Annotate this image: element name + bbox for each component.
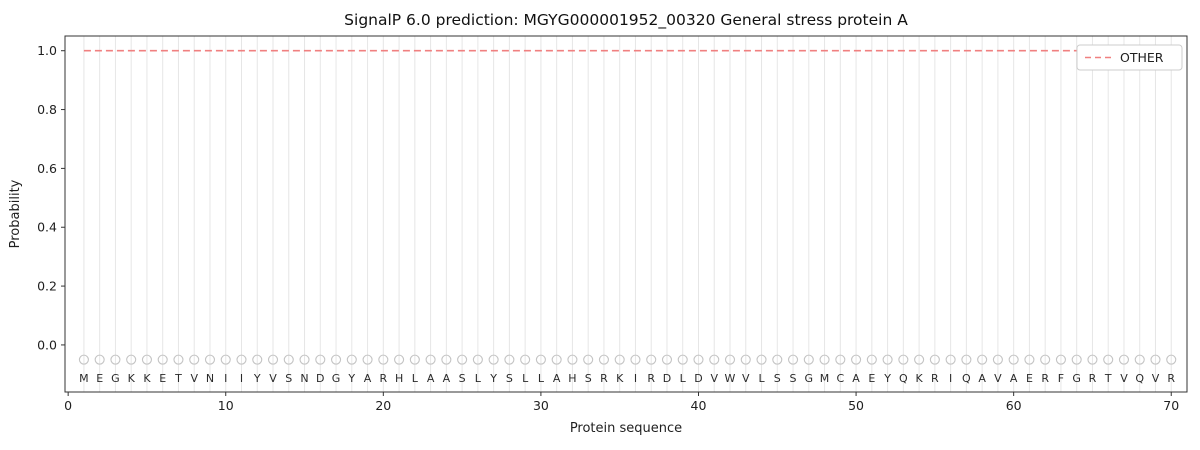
svg-text:L: L: [522, 372, 529, 385]
legend: OTHER: [1076, 44, 1183, 71]
svg-text:R: R: [1167, 372, 1175, 385]
legend-box: [1076, 44, 1183, 71]
svg-text:A: A: [852, 372, 860, 385]
svg-text:E: E: [96, 372, 103, 385]
svg-text:A: A: [364, 372, 372, 385]
svg-text:30: 30: [533, 398, 549, 413]
chart-title: SignalP 6.0 prediction: MGYG000001952_00…: [344, 11, 908, 30]
svg-text:R: R: [931, 372, 939, 385]
svg-text:F: F: [1058, 372, 1064, 385]
svg-text:I: I: [224, 372, 227, 385]
svg-text:S: S: [585, 372, 592, 385]
svg-text:E: E: [1026, 372, 1033, 385]
y-axis-label: Probability: [8, 179, 23, 248]
svg-text:N: N: [300, 372, 308, 385]
svg-text:S: S: [459, 372, 466, 385]
svg-text:L: L: [680, 372, 687, 385]
svg-text:L: L: [475, 372, 482, 385]
gridlines: [83, 36, 1172, 392]
svg-text:G: G: [111, 372, 120, 385]
svg-text:C: C: [836, 372, 844, 385]
svg-text:A: A: [427, 372, 435, 385]
svg-text:K: K: [143, 372, 151, 385]
svg-text:V: V: [994, 372, 1002, 385]
svg-text:I: I: [634, 372, 637, 385]
svg-text:E: E: [159, 372, 166, 385]
svg-text:1.0: 1.0: [37, 43, 57, 58]
svg-text:Q: Q: [1135, 372, 1144, 385]
svg-text:W: W: [725, 372, 736, 385]
svg-text:0: 0: [64, 398, 72, 413]
svg-text:A: A: [978, 372, 986, 385]
svg-text:Y: Y: [347, 372, 355, 385]
svg-text:R: R: [600, 372, 608, 385]
svg-text:Q: Q: [899, 372, 908, 385]
svg-text:N: N: [206, 372, 214, 385]
svg-text:R: R: [1089, 372, 1097, 385]
svg-text:M: M: [820, 372, 830, 385]
residue-markers: [78, 354, 1177, 365]
plot-border: [64, 35, 1188, 393]
svg-text:G: G: [805, 372, 814, 385]
legend-label: OTHER: [1120, 50, 1164, 65]
svg-text:D: D: [694, 372, 702, 385]
svg-text:Y: Y: [489, 372, 497, 385]
svg-text:I: I: [949, 372, 952, 385]
svg-text:V: V: [710, 372, 718, 385]
svg-text:0.0: 0.0: [37, 337, 57, 352]
svg-text:R: R: [647, 372, 655, 385]
svg-text:S: S: [774, 372, 781, 385]
svg-text:0.8: 0.8: [37, 102, 57, 117]
svg-text:G: G: [332, 372, 341, 385]
svg-text:50: 50: [848, 398, 864, 413]
svg-text:M: M: [79, 372, 89, 385]
svg-text:V: V: [1120, 372, 1128, 385]
svg-text:D: D: [316, 372, 324, 385]
svg-text:I: I: [240, 372, 243, 385]
svg-text:10: 10: [218, 398, 234, 413]
svg-text:L: L: [538, 372, 545, 385]
svg-text:R: R: [379, 372, 387, 385]
svg-text:V: V: [742, 372, 750, 385]
svg-text:V: V: [269, 372, 277, 385]
svg-text:40: 40: [691, 398, 707, 413]
svg-text:Q: Q: [962, 372, 971, 385]
axis-ticks: 0 10 20 30 40 50 60 70 0.0 0.2 0.4 0.6 0.8 1.0: [37, 43, 1179, 413]
svg-text:20: 20: [375, 398, 391, 413]
svg-text:A: A: [443, 372, 451, 385]
svg-text:R: R: [1041, 372, 1049, 385]
svg-text:S: S: [790, 372, 797, 385]
svg-text:K: K: [128, 372, 136, 385]
svg-text:V: V: [190, 372, 198, 385]
svg-text:0.2: 0.2: [37, 279, 57, 294]
svg-text:Y: Y: [253, 372, 261, 385]
svg-text:T: T: [174, 372, 182, 385]
svg-text:S: S: [506, 372, 513, 385]
svg-text:E: E: [868, 372, 875, 385]
svg-text:L: L: [758, 372, 765, 385]
svg-text:S: S: [285, 372, 292, 385]
svg-text:0.6: 0.6: [37, 161, 57, 176]
svg-text:D: D: [663, 372, 671, 385]
svg-text:A: A: [553, 372, 561, 385]
x-axis-label: Protein sequence: [570, 421, 682, 436]
svg-text:H: H: [395, 372, 403, 385]
svg-text:G: G: [1072, 372, 1081, 385]
svg-text:L: L: [412, 372, 419, 385]
svg-text:K: K: [915, 372, 923, 385]
svg-text:K: K: [616, 372, 624, 385]
svg-text:H: H: [568, 372, 576, 385]
svg-text:V: V: [1152, 372, 1160, 385]
svg-text:0.4: 0.4: [37, 220, 57, 235]
svg-text:Y: Y: [883, 372, 891, 385]
svg-text:T: T: [1104, 372, 1112, 385]
svg-text:A: A: [1010, 372, 1018, 385]
svg-text:70: 70: [1163, 398, 1179, 413]
svg-text:60: 60: [1006, 398, 1022, 413]
